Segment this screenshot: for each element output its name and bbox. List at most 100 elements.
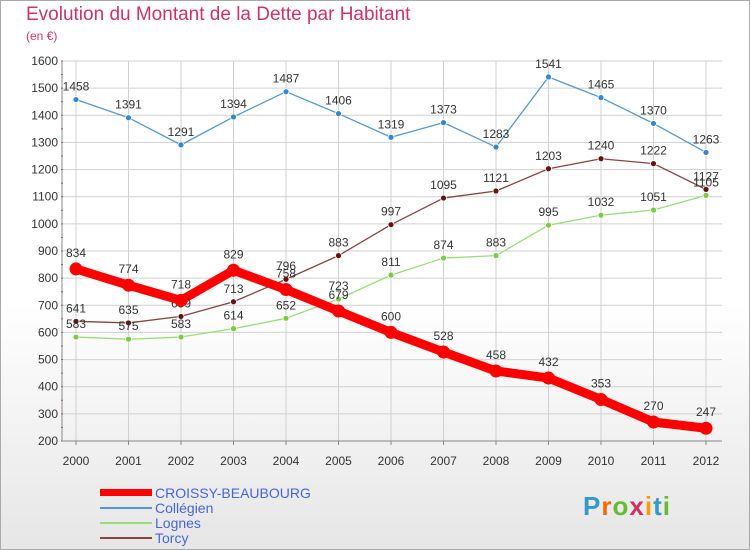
- data-label: 1391: [115, 98, 142, 112]
- data-point: [542, 371, 555, 385]
- y-tick-label: 1000: [31, 217, 58, 231]
- data-label: 575: [118, 319, 138, 333]
- data-point: [440, 254, 447, 262]
- x-tick-label: 2004: [273, 454, 300, 468]
- data-label: 247: [696, 405, 716, 419]
- data-point: [72, 317, 80, 325]
- data-point: [230, 113, 237, 121]
- legend-swatch: [100, 489, 152, 496]
- data-point: [492, 143, 500, 151]
- data-point: [699, 421, 713, 435]
- data-label: 811: [381, 255, 400, 269]
- data-label: 1032: [588, 195, 615, 209]
- data-label: 1222: [640, 144, 667, 158]
- data-label: 641: [66, 301, 86, 315]
- y-tick-label: 1500: [31, 81, 58, 95]
- data-point: [230, 325, 237, 333]
- y-tick-label: 300: [38, 407, 58, 421]
- data-point: [125, 319, 132, 327]
- data-label: 1240: [588, 139, 615, 153]
- x-tick-label: 2005: [325, 454, 352, 468]
- x-tick-label: 2007: [430, 454, 457, 468]
- data-label: 583: [171, 317, 191, 331]
- legend-label: Torcy: [155, 530, 189, 546]
- data-point: [387, 271, 395, 279]
- data-label: 1541: [535, 57, 562, 71]
- x-tick-label: 2006: [378, 454, 405, 468]
- data-label: 614: [223, 309, 243, 323]
- data-label: 600: [381, 309, 401, 323]
- data-label: 679: [328, 288, 348, 302]
- data-label: 432: [538, 355, 558, 369]
- y-tick-label: 200: [38, 434, 58, 448]
- data-label: 723: [328, 279, 348, 293]
- x-tick-label: 2009: [535, 454, 562, 468]
- data-point: [650, 160, 657, 168]
- data-point: [597, 94, 605, 102]
- x-tick-label: 2003: [220, 454, 247, 468]
- data-point: [72, 333, 80, 341]
- data-label: 1095: [430, 178, 457, 192]
- data-point: [545, 221, 552, 229]
- data-point: [545, 73, 552, 81]
- x-tick-label: 2010: [588, 454, 615, 468]
- data-point: [227, 263, 240, 277]
- legend-swatch: [100, 537, 152, 539]
- data-label: 353: [591, 376, 611, 390]
- y-tick-label: 700: [38, 298, 58, 312]
- data-point: [335, 252, 342, 260]
- data-point: [177, 333, 185, 341]
- unit-label: (en €): [26, 29, 58, 43]
- data-point: [279, 283, 293, 297]
- data-point: [647, 415, 660, 429]
- x-tick-label: 2012: [693, 454, 720, 468]
- data-point: [177, 141, 185, 149]
- data-label: 1121: [483, 171, 509, 185]
- data-point: [384, 325, 398, 339]
- data-point: [702, 149, 710, 156]
- y-tick-label: 1200: [31, 163, 58, 177]
- y-tick-label: 1600: [31, 54, 58, 68]
- data-label: 1458: [63, 80, 90, 94]
- data-point: [387, 133, 395, 141]
- data-point: [335, 295, 342, 303]
- y-tick-label: 1300: [31, 135, 58, 149]
- data-label: 774: [118, 262, 138, 276]
- legend-label: Collégien: [155, 500, 214, 516]
- data-label: 713: [223, 282, 243, 296]
- data-label: 1203: [535, 149, 562, 163]
- data-point: [440, 194, 447, 202]
- x-tick-label: 2008: [483, 454, 510, 468]
- data-label: 874: [433, 238, 453, 252]
- data-label: 883: [328, 236, 348, 250]
- data-label: 995: [538, 205, 558, 219]
- y-tick-label: 900: [38, 244, 58, 258]
- data-point: [335, 110, 342, 118]
- y-tick-label: 1400: [31, 108, 58, 122]
- data-point: [440, 119, 447, 127]
- data-point: [545, 165, 552, 173]
- data-label: 1394: [220, 97, 247, 111]
- data-label: 829: [223, 247, 243, 261]
- data-point: [387, 221, 395, 229]
- data-point: [282, 88, 290, 96]
- data-label: 1051: [640, 190, 667, 204]
- data-label: 583: [66, 317, 86, 331]
- legend-label: CROISSY-BEAUBOURG: [155, 485, 311, 501]
- data-point: [332, 304, 345, 318]
- data-label: 528: [433, 329, 453, 343]
- data-point: [174, 293, 188, 307]
- data-label: 796: [276, 259, 296, 273]
- data-label: 718: [171, 277, 191, 291]
- x-tick-label: 2000: [63, 454, 90, 468]
- legend-swatch: [100, 522, 152, 524]
- data-label: 883: [486, 236, 506, 250]
- data-label: 1370: [640, 103, 667, 117]
- data-point: [597, 211, 605, 219]
- proxiti-logo: Proxiti: [583, 491, 671, 521]
- data-label: 1406: [325, 94, 352, 108]
- x-tick-label: 2002: [168, 454, 195, 468]
- x-tick-label: 2011: [641, 454, 667, 468]
- data-point: [594, 392, 608, 406]
